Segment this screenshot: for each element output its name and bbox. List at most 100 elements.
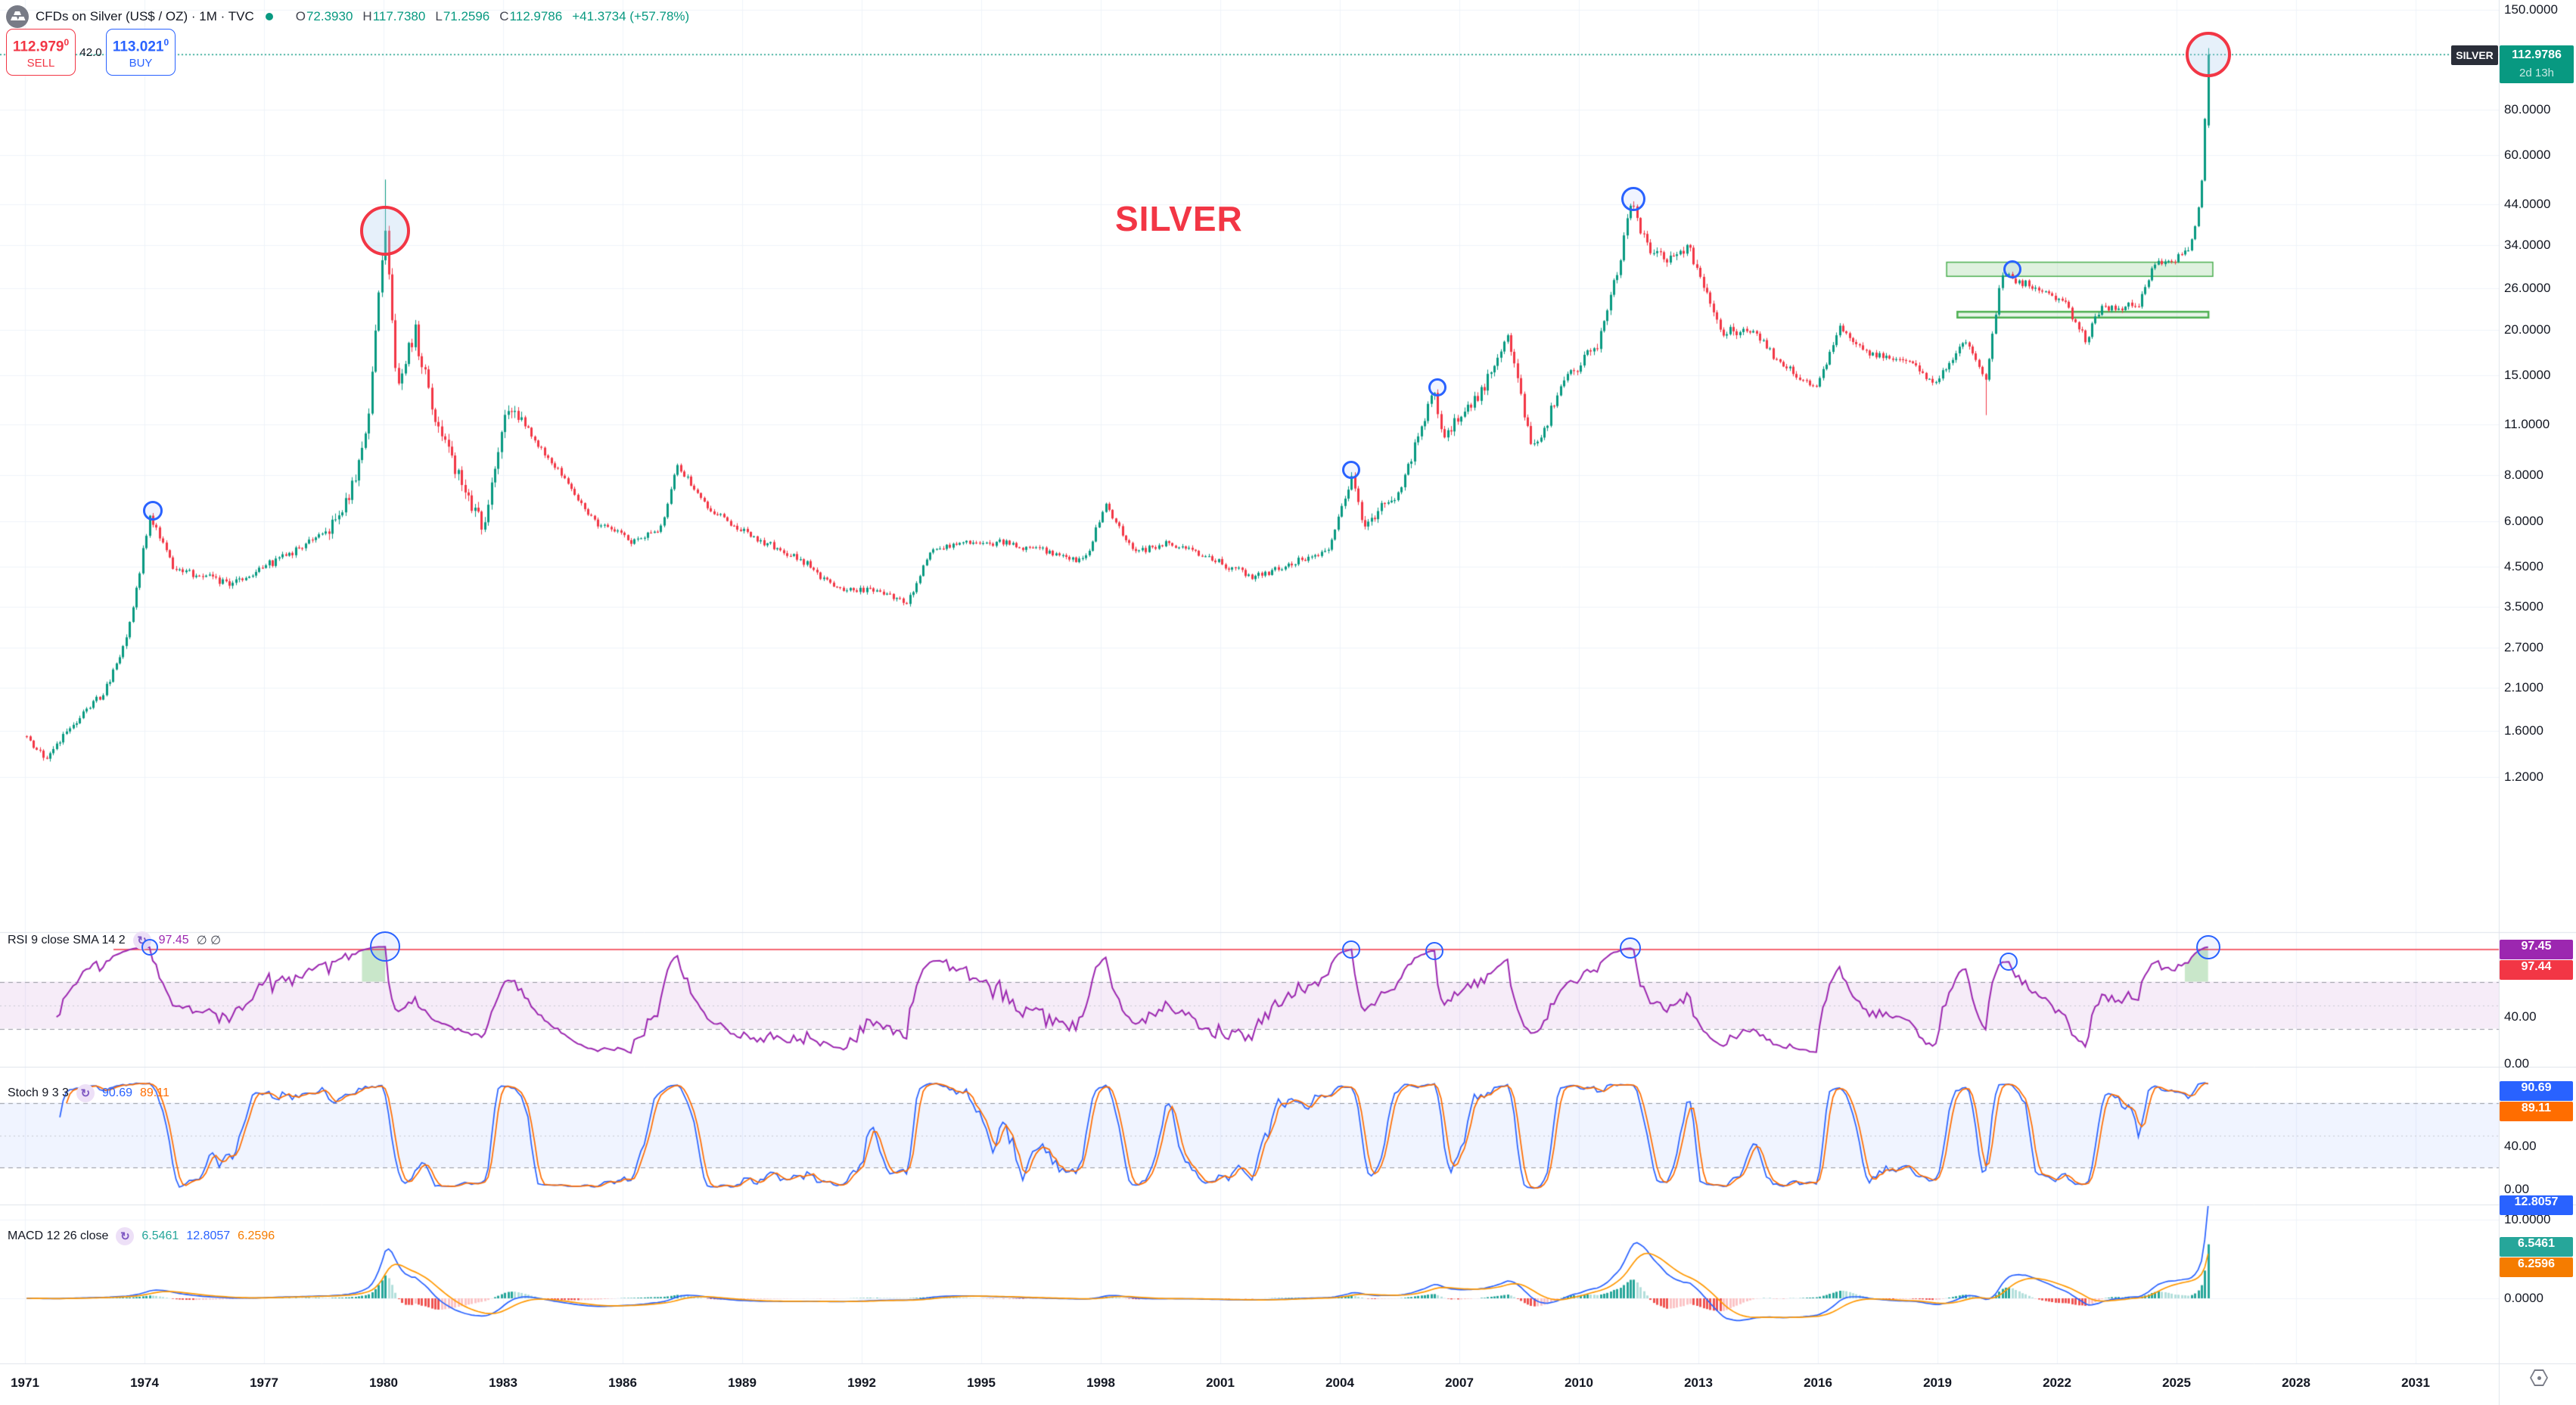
sell-button[interactable]: 112.9790 SELL xyxy=(6,29,76,76)
peak-circle-red[interactable] xyxy=(360,205,411,256)
rsi-peak-circle[interactable] xyxy=(141,938,158,956)
stoch-header[interactable]: Stoch 9 3 3 ↻ 90.69 89.11 xyxy=(8,1084,169,1102)
high-value: 117.7380 xyxy=(372,9,426,23)
rsi-peak-circle[interactable] xyxy=(1425,941,1444,960)
high-letter: H xyxy=(362,9,372,23)
price-axis-label: 2.1000 xyxy=(2504,680,2543,695)
rsi-peak-circle[interactable] xyxy=(1620,937,1642,959)
silver-watermark: SILVER xyxy=(1115,199,1243,238)
time-axis-label: 1974 xyxy=(130,1375,159,1390)
rsi-null-values: ∅ ∅ xyxy=(196,934,222,947)
time-axis-label: 1980 xyxy=(369,1375,398,1390)
time-axis-label: 2016 xyxy=(1804,1375,1832,1390)
axis-value-tag: 97.45 xyxy=(2500,939,2573,959)
time-axis-label: 2025 xyxy=(2162,1375,2191,1390)
rsi-peak-circle[interactable] xyxy=(2000,953,2018,971)
time-axis-label: 1989 xyxy=(728,1375,757,1390)
time-axis-label: 1998 xyxy=(1086,1375,1115,1390)
indicator-reload-icon[interactable]: ↻ xyxy=(76,1084,95,1102)
buy-button[interactable]: 113.0210 BUY xyxy=(106,29,176,76)
trade-panel: 112.9790 SELL 42.0 113.0210 BUY xyxy=(6,29,176,76)
rsi-axis-label: 40.00 xyxy=(2504,1009,2537,1024)
stoch-axis-label: 40.00 xyxy=(2504,1138,2537,1153)
time-axis-label: 2001 xyxy=(1206,1375,1235,1390)
time-axis-label: 2022 xyxy=(2043,1375,2071,1390)
stoch-d-value: 89.11 xyxy=(140,1086,169,1099)
time-axis-label: 2013 xyxy=(1684,1375,1713,1390)
macd-axis-label: 10.0000 xyxy=(2504,1212,2551,1226)
price-axis-label: 60.0000 xyxy=(2504,148,2551,163)
sell-label: SELL xyxy=(26,56,55,70)
peak-circle-blue[interactable] xyxy=(2003,260,2021,279)
peak-circle-blue[interactable] xyxy=(1621,187,1646,212)
bar-countdown: 2d 13h xyxy=(2519,67,2554,79)
rsi-peak-circle[interactable] xyxy=(2195,934,2220,959)
spread-value: 42.0 xyxy=(79,45,102,59)
time-axis-label: 1983 xyxy=(489,1375,517,1390)
macd-header[interactable]: MACD 12 26 close ↻ 6.5461 12.8057 6.2596 xyxy=(8,1227,275,1245)
axis-value-tag: 97.44 xyxy=(2500,959,2573,980)
macd-hist-value: 6.5461 xyxy=(141,1229,179,1242)
axis-value-tag: 89.11 xyxy=(2500,1102,2573,1122)
stoch-k-value: 90.69 xyxy=(101,1086,132,1099)
price-axis-label: 3.5000 xyxy=(2504,598,2543,614)
indicator-reload-icon[interactable]: ↻ xyxy=(116,1227,135,1245)
buy-price: 113.021 xyxy=(112,39,164,55)
symbol-legend[interactable]: CFDs on Silver (US$ / OZ) · 1M · TVC O 72… xyxy=(6,5,689,28)
current-price-tag: 112.9786 2d 13h xyxy=(2500,45,2574,83)
time-axis-label: 2019 xyxy=(1923,1375,1952,1390)
price-axis-label: 8.0000 xyxy=(2504,468,2543,483)
sell-price-sup: 0 xyxy=(64,37,70,48)
change-value: +41.3734 (+57.78%) xyxy=(572,9,690,23)
price-axis-label: 150.0000 xyxy=(2504,2,2558,17)
low-letter: L xyxy=(435,9,443,23)
open-value: 72.3930 xyxy=(306,9,353,23)
open-letter: O xyxy=(295,9,306,23)
low-value: 71.2596 xyxy=(443,9,490,23)
axis-value-tag: 90.69 xyxy=(2500,1081,2573,1102)
close-value: 112.9786 xyxy=(509,9,563,23)
time-axis-label: 2007 xyxy=(1445,1375,1474,1390)
time-axis-label: 2004 xyxy=(1325,1375,1354,1390)
peak-circle-blue[interactable] xyxy=(1342,461,1361,480)
close-letter: C xyxy=(499,9,509,23)
symbol-logo-icon xyxy=(6,5,29,28)
rsi-title: RSI 9 close SMA 14 2 xyxy=(8,934,126,947)
peak-circle-blue[interactable] xyxy=(1428,378,1447,396)
macd-axis-label: 0.0000 xyxy=(2504,1291,2543,1305)
rsi-axis-label: 0.00 xyxy=(2504,1056,2530,1071)
price-axis-label: 80.0000 xyxy=(2504,101,2551,117)
peak-circle-blue[interactable] xyxy=(142,501,163,521)
pane-settings-icon[interactable] xyxy=(2530,1369,2548,1386)
macd-title: MACD 12 26 close xyxy=(8,1229,109,1242)
sell-price: 112.979 xyxy=(12,39,64,55)
rsi-header[interactable]: RSI 9 close SMA 14 2 ↻ 97.45 ∅ ∅ xyxy=(8,931,221,950)
rsi-value: 97.45 xyxy=(158,934,189,947)
symbol-title[interactable]: CFDs on Silver (US$ / OZ) · 1M · TVC xyxy=(36,9,254,23)
price-axis-label: 1.2000 xyxy=(2504,769,2543,784)
price-axis-label: 15.0000 xyxy=(2504,368,2551,383)
peak-circle-red[interactable] xyxy=(2185,32,2231,78)
market-status-icon xyxy=(265,13,273,20)
time-axis-label: 1992 xyxy=(847,1375,876,1390)
price-axis-label: 1.6000 xyxy=(2504,723,2543,738)
buy-label: BUY xyxy=(129,56,153,70)
macd-signal-value: 6.2596 xyxy=(238,1229,275,1242)
axis-value-tag: 12.8057 xyxy=(2500,1195,2573,1215)
time-axis-label: 1995 xyxy=(967,1375,996,1390)
price-axis-label: 34.0000 xyxy=(2504,238,2551,253)
time-axis-label: 2010 xyxy=(1565,1375,1593,1390)
time-axis-label: 1977 xyxy=(250,1375,278,1390)
price-axis-label: 26.0000 xyxy=(2504,280,2551,295)
price-axis-label: 4.5000 xyxy=(2504,559,2543,574)
ohlc-values: O 72.3930 H 117.7380 L 71.2596 C 112.9786 +4… xyxy=(286,9,690,24)
rsi-peak-circle[interactable] xyxy=(1342,940,1361,959)
price-axis-label: 2.7000 xyxy=(2504,640,2543,655)
price-axis-label: 20.0000 xyxy=(2504,322,2551,337)
time-axis-label: 1971 xyxy=(11,1375,39,1390)
buy-price-sup: 0 xyxy=(163,37,169,48)
rsi-peak-circle[interactable] xyxy=(370,931,401,962)
